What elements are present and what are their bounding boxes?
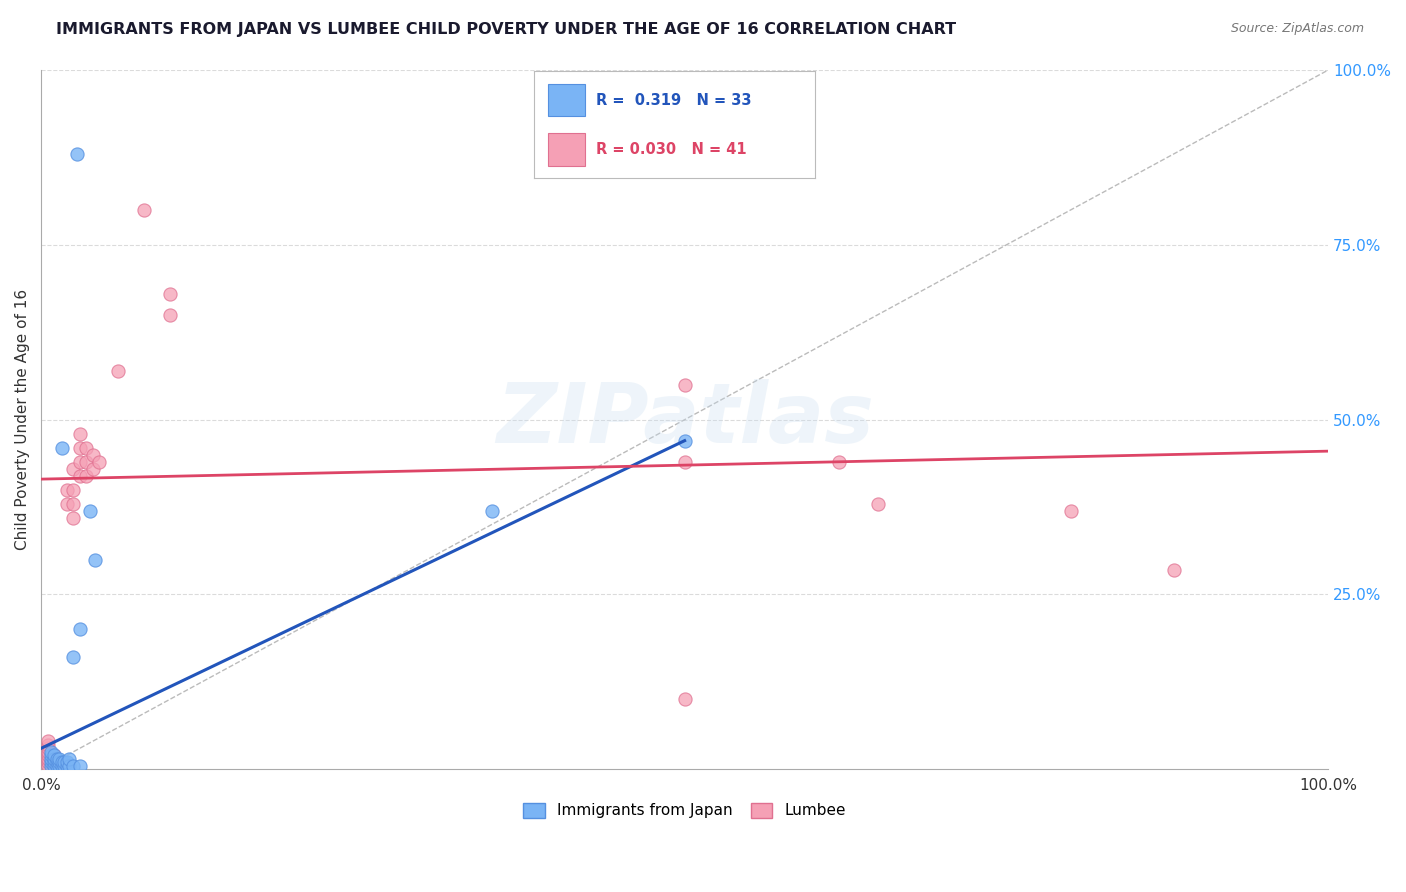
Point xyxy=(45,756,67,770)
Point xyxy=(42,759,65,773)
Y-axis label: Child Poverty Under the Age of 16: Child Poverty Under the Age of 16 xyxy=(15,289,30,550)
Point xyxy=(866,497,889,511)
Point xyxy=(159,308,181,322)
Point xyxy=(69,759,91,773)
Point xyxy=(1163,563,1185,577)
Point xyxy=(673,692,696,706)
Point xyxy=(69,623,91,637)
Point xyxy=(58,752,80,766)
Point xyxy=(75,441,97,455)
Point xyxy=(481,503,503,517)
Point xyxy=(51,441,73,455)
Point xyxy=(41,745,63,759)
Bar xyxy=(548,134,585,166)
Point xyxy=(42,752,65,766)
Point xyxy=(37,738,59,752)
Point xyxy=(75,455,97,469)
Point xyxy=(62,650,84,665)
Point xyxy=(69,468,91,483)
Point xyxy=(42,756,65,770)
Point xyxy=(56,497,79,511)
Point xyxy=(49,756,72,770)
Point xyxy=(41,752,63,766)
Point xyxy=(828,455,851,469)
Point xyxy=(673,377,696,392)
Point xyxy=(159,286,181,301)
Point xyxy=(87,455,110,469)
Point xyxy=(62,461,84,475)
Point xyxy=(42,748,65,763)
Point xyxy=(42,752,65,766)
Text: R = 0.030   N = 41: R = 0.030 N = 41 xyxy=(596,142,747,157)
Point xyxy=(37,759,59,773)
Point xyxy=(48,756,70,770)
Point xyxy=(82,461,104,475)
Point xyxy=(75,468,97,483)
Point xyxy=(69,455,91,469)
Point xyxy=(51,759,73,773)
Point xyxy=(45,759,67,773)
Point xyxy=(56,759,79,773)
Point xyxy=(41,748,63,763)
Point xyxy=(69,426,91,441)
Point xyxy=(132,202,155,217)
Point xyxy=(37,741,59,756)
Point xyxy=(79,503,101,517)
Point xyxy=(62,483,84,497)
Point xyxy=(53,756,76,770)
Point xyxy=(53,759,76,773)
Legend: Immigrants from Japan, Lumbee: Immigrants from Japan, Lumbee xyxy=(517,797,852,824)
Point xyxy=(58,759,80,773)
Point xyxy=(42,759,65,773)
Bar xyxy=(548,84,585,116)
Point xyxy=(673,455,696,469)
Point xyxy=(41,759,63,773)
Point xyxy=(62,510,84,524)
Point xyxy=(107,364,129,378)
Point xyxy=(1060,503,1083,517)
Point xyxy=(56,483,79,497)
Text: R =  0.319   N = 33: R = 0.319 N = 33 xyxy=(596,93,752,108)
Point xyxy=(45,752,67,766)
Text: IMMIGRANTS FROM JAPAN VS LUMBEE CHILD POVERTY UNDER THE AGE OF 16 CORRELATION CH: IMMIGRANTS FROM JAPAN VS LUMBEE CHILD PO… xyxy=(56,22,956,37)
Point xyxy=(62,497,84,511)
Point xyxy=(82,448,104,462)
Text: ZIPatlas: ZIPatlas xyxy=(496,379,873,460)
Point xyxy=(37,756,59,770)
Point xyxy=(37,734,59,748)
Point xyxy=(42,756,65,770)
Text: Source: ZipAtlas.com: Source: ZipAtlas.com xyxy=(1230,22,1364,36)
Point xyxy=(48,752,70,766)
Point xyxy=(37,745,59,759)
Point xyxy=(84,552,107,566)
Point xyxy=(51,756,73,770)
Point xyxy=(48,759,70,773)
Point xyxy=(37,752,59,766)
Point xyxy=(66,147,89,161)
Point xyxy=(37,748,59,763)
Point xyxy=(49,759,72,773)
Point xyxy=(62,759,84,773)
Point xyxy=(41,756,63,770)
Point xyxy=(69,441,91,455)
Point xyxy=(42,748,65,763)
Point xyxy=(673,434,696,448)
Point xyxy=(56,756,79,770)
